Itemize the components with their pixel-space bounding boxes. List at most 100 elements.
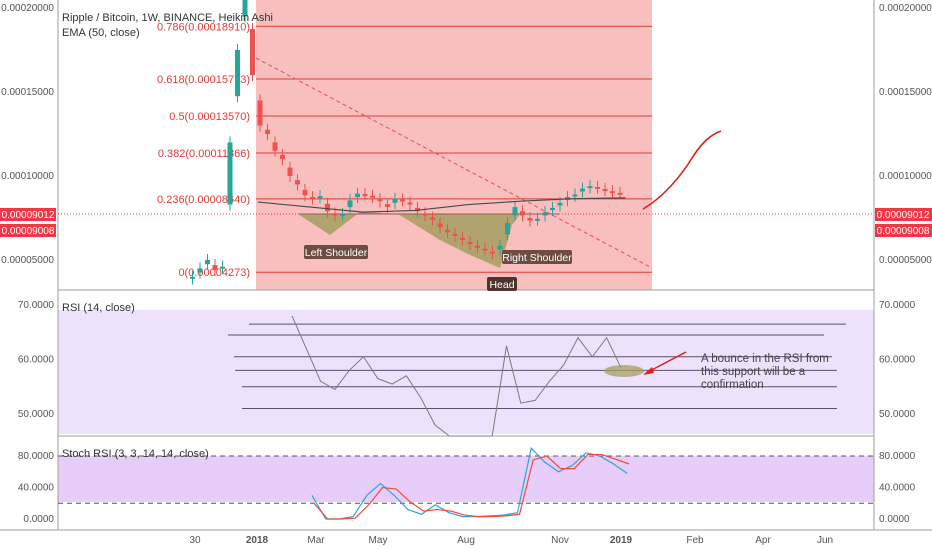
candle-body <box>302 189 308 196</box>
candle-body <box>512 207 518 216</box>
left-shoulder-label[interactable]: Left Shoulder <box>304 245 368 259</box>
price-tick-label: 0.00015000 <box>879 87 932 98</box>
time-label: 30 <box>189 535 201 546</box>
rsi-note-line-1: A bounce in the RSI from <box>701 353 829 365</box>
candle-body <box>610 191 615 194</box>
candle-body <box>392 198 398 203</box>
stoch-tick-label: 40.0000 <box>879 483 916 494</box>
candle-body <box>250 29 255 76</box>
candle-body <box>317 196 323 199</box>
candle-body <box>572 194 578 197</box>
candle-body <box>617 192 623 195</box>
rsi-tick-label: 50.0000 <box>18 409 55 420</box>
candle-body <box>370 195 375 198</box>
time-label: Apr <box>755 535 771 546</box>
candle-body <box>407 202 413 205</box>
right-shoulder-text: Right Shoulder <box>502 252 572 264</box>
chart-title: Ripple / Bitcoin, 1W, BINANCE, Heikin As… <box>62 12 273 24</box>
projection-arrow[interactable] <box>642 130 722 210</box>
candle-body <box>445 229 450 233</box>
price-tick-label: 0.00010000 <box>879 171 932 182</box>
candle-body <box>535 218 540 221</box>
candle-body <box>527 218 533 221</box>
time-label: Feb <box>686 535 704 546</box>
fib-level-label: 0.786(0.00018910) <box>157 21 250 33</box>
candle-body <box>557 202 563 206</box>
rsi-tick-label: 60.0000 <box>18 355 55 366</box>
candle-body <box>602 189 608 192</box>
stoch-tick-label: 80.0000 <box>879 451 916 462</box>
time-label: Jun <box>817 535 833 546</box>
candle-body <box>272 142 278 151</box>
current-price-text-left: 0.00009012 <box>2 210 55 221</box>
stoch-tick-label: 0.0000 <box>23 514 54 525</box>
candle-body <box>505 223 510 235</box>
ema-legend: EMA (50, close) <box>62 27 140 39</box>
candle-body <box>235 50 240 97</box>
ema-price-text-right: 0.00009008 <box>877 226 930 237</box>
fib-level-label: 0.5(0.00013570) <box>169 111 250 123</box>
ema-line <box>257 197 626 213</box>
rsi-support-lines[interactable] <box>228 323 846 410</box>
candle-body <box>242 0 248 17</box>
candle-body <box>265 129 270 134</box>
rsi-band <box>58 310 874 434</box>
rsi-support-ellipse[interactable] <box>604 365 644 377</box>
time-label: 2019 <box>610 535 633 546</box>
candle-body <box>497 245 503 250</box>
stoch-tick-label: 40.0000 <box>18 483 55 494</box>
price-tick-label: 0.00015000 <box>1 87 54 98</box>
fib-level-label: 0.382(0.00011366) <box>158 148 250 160</box>
time-label: May <box>369 535 388 546</box>
candle-body <box>197 268 203 273</box>
stoch-band-lines <box>58 455 874 504</box>
candle-body <box>467 241 473 245</box>
candle-body <box>587 186 593 189</box>
candle-body <box>325 203 330 212</box>
rsi-note[interactable]: A bounce in the RSI from this support wi… <box>701 353 829 391</box>
candle-body <box>190 276 195 279</box>
stoch-axis: 80.0000 80.0000 40.0000 40.0000 0.0000 0.0000 <box>18 451 916 525</box>
candle-body <box>362 194 368 197</box>
trendline[interactable] <box>255 57 653 269</box>
fib-retracement[interactable]: 1(0.00022906)0.786(0.00018910)0.618(0.00… <box>157 0 652 279</box>
candle-body <box>490 251 495 254</box>
stoch-k-line <box>311 446 628 520</box>
candle-body <box>287 167 293 176</box>
candles <box>190 0 623 285</box>
head-text: Head <box>489 279 514 291</box>
stoch-band <box>58 456 874 502</box>
candle-body <box>437 223 443 228</box>
candle-body <box>550 207 555 211</box>
candle-body <box>580 188 585 192</box>
rsi-note-line-3: confirmation <box>701 379 764 391</box>
rsi-line <box>291 315 622 437</box>
stoch-tick-label: 80.0000 <box>18 451 55 462</box>
candle-body <box>520 211 525 216</box>
price-axis-left[interactable]: 0.000250000.000200000.000150000.00010000… <box>1 0 54 266</box>
rsi-tick-label: 70.0000 <box>879 300 916 311</box>
candle-body <box>460 237 465 240</box>
price-tick-label: 0.00010000 <box>1 171 54 182</box>
time-axis[interactable]: 30 2018 Mar May Aug Nov 2019 Feb Apr Jun <box>189 535 833 546</box>
candle-body <box>340 213 345 216</box>
price-tick-label: 0.00020000 <box>1 3 54 14</box>
candle-body <box>355 193 360 197</box>
fib-level-label: 0(0.00004273) <box>178 267 250 279</box>
head-label[interactable]: Head <box>487 277 517 291</box>
candle-body <box>377 199 383 202</box>
candle-body <box>430 217 435 220</box>
rsi-legend: RSI (14, close) <box>62 302 135 314</box>
candle-body <box>205 260 210 265</box>
price-axis-right[interactable]: 0.000250000.000200000.000150000.00010000… <box>879 0 932 266</box>
candle-body <box>227 142 233 205</box>
rsi-note-line-2: this support will be a <box>701 366 806 378</box>
candle-body <box>347 200 353 208</box>
rsi-note-arrowhead <box>643 367 654 375</box>
candle-body <box>400 199 405 202</box>
stoch-tick-label: 0.0000 <box>879 514 910 525</box>
right-shoulder-label[interactable]: Right Shoulder <box>502 250 572 264</box>
fib-level-label: 0.236(0.00008640) <box>157 194 250 206</box>
price-tick-label: 0.00020000 <box>879 3 932 14</box>
